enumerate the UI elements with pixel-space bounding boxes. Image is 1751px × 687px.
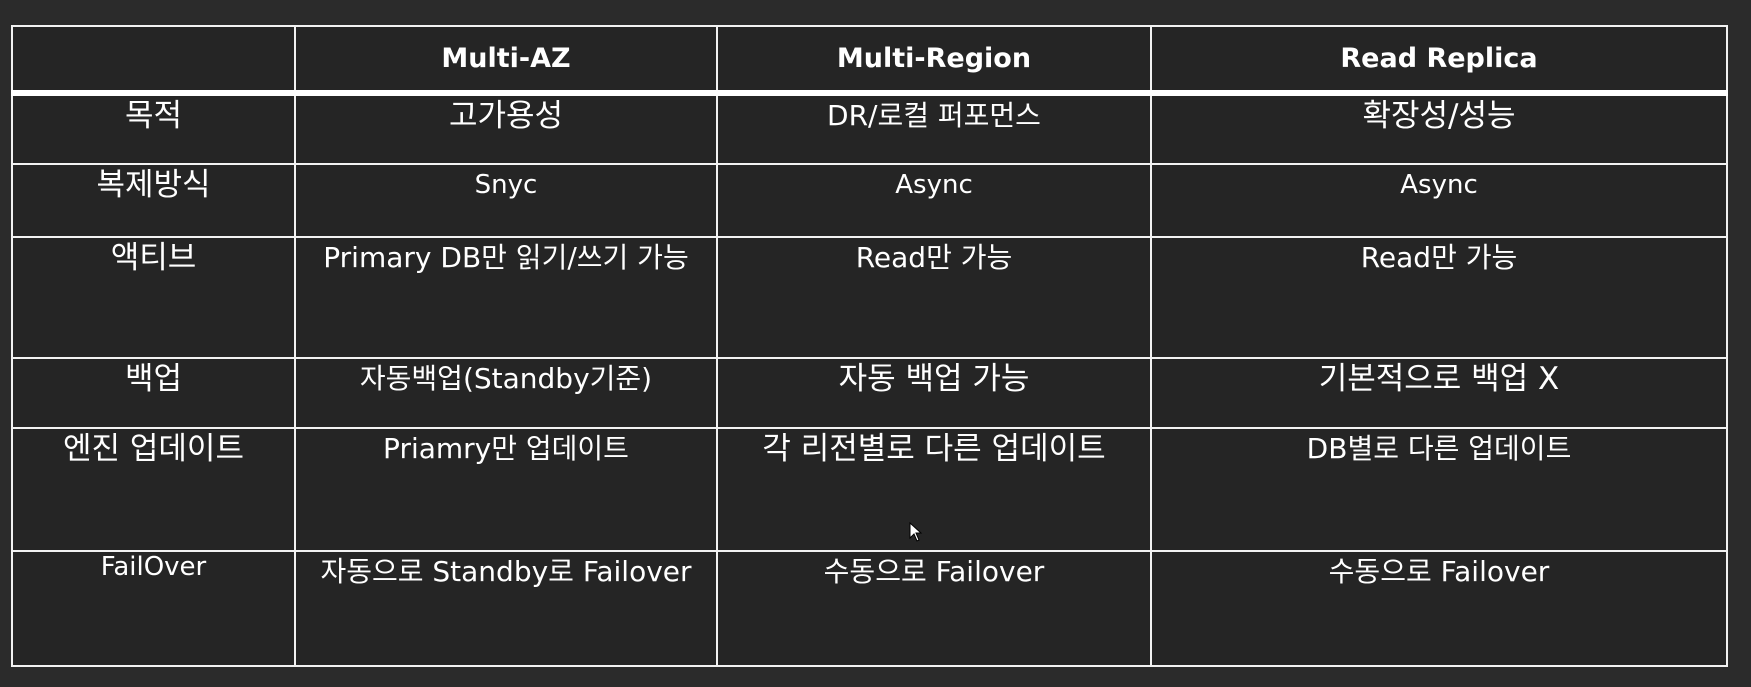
- table-row: 목적 고가용성 DR/로컬 퍼포먼스 확장성/성능: [11, 92, 1728, 165]
- table-cell: 자동백업(Standby기준): [294, 357, 718, 430]
- table-cell: 각 리전별로 다른 업데이트: [716, 427, 1152, 552]
- table-cell: Primary DB만 읽기/쓰기 가능: [294, 235, 718, 360]
- table-row: 액티브 Primary DB만 읽기/쓰기 가능 Read만 가능 Read만 …: [11, 235, 1728, 360]
- row-label-engine-update: 엔진 업데이트: [11, 427, 296, 552]
- header-read-replica: Read Replica: [1150, 25, 1728, 96]
- row-label-failover: FailOver: [11, 549, 296, 668]
- table-row: 복제방식 Snyc Async Async: [11, 162, 1728, 238]
- table-row: 엔진 업데이트 Priamry만 업데이트 각 리전별로 다른 업데이트 DB별…: [11, 427, 1728, 552]
- table-row: 백업 자동백업(Standby기준) 자동 백업 가능 기본적으로 백업 X: [11, 357, 1728, 430]
- table-cell: Async: [1150, 162, 1728, 238]
- table-cell: 기본적으로 백업 X: [1150, 357, 1728, 430]
- table-cell: 수동으로 Failover: [1150, 549, 1728, 668]
- table-cell: 자동으로 Standby로 Failover: [294, 549, 718, 668]
- table-cell: Read만 가능: [716, 235, 1152, 360]
- header-row: Multi-AZ Multi-Region Read Replica: [11, 25, 1728, 96]
- table-cell: 확장성/성능: [1150, 92, 1728, 165]
- row-label-active: 액티브: [11, 235, 296, 360]
- table-cell: 수동으로 Failover: [716, 549, 1152, 668]
- table-cell: DB별로 다른 업데이트: [1150, 427, 1728, 552]
- header-multi-region: Multi-Region: [716, 25, 1152, 96]
- comparison-table: Multi-AZ Multi-Region Read Replica 목적 고가…: [11, 25, 1728, 668]
- row-label-replication: 복제방식: [11, 162, 296, 238]
- table-row: FailOver 자동으로 Standby로 Failover 수동으로 Fai…: [11, 549, 1728, 668]
- mouse-pointer-icon: [909, 521, 923, 542]
- header-multi-az: Multi-AZ: [294, 25, 718, 96]
- row-label-backup: 백업: [11, 357, 296, 430]
- table-cell: Read만 가능: [1150, 235, 1728, 360]
- table-cell: Priamry만 업데이트: [294, 427, 718, 552]
- header-empty-cell: [11, 25, 296, 96]
- table-cell: Async: [716, 162, 1152, 238]
- table-cell: Snyc: [294, 162, 718, 238]
- table-cell: 자동 백업 가능: [716, 357, 1152, 430]
- row-label-purpose: 목적: [11, 92, 296, 165]
- table-cell: DR/로컬 퍼포먼스: [716, 92, 1152, 165]
- table-cell: 고가용성: [294, 92, 718, 165]
